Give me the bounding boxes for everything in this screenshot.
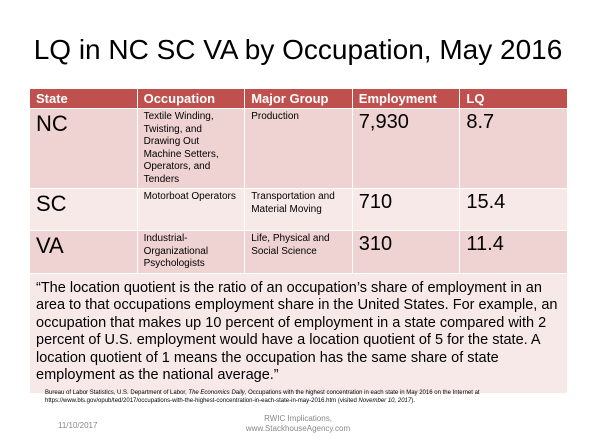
- cell: 8.7: [459, 108, 568, 189]
- slide-title: LQ in NC SC VA by Occupation, May 2016: [33, 34, 563, 65]
- header-row: State Occupation Major Group Employment …: [29, 88, 568, 109]
- cell: Production: [244, 108, 353, 189]
- footer-date: 11/10/2017: [58, 421, 98, 430]
- cell: VA: [29, 230, 138, 274]
- source-text: The Economics Daily: [188, 390, 245, 396]
- header-cell: State: [29, 88, 138, 109]
- source-note: Bureau of Labor Statistics, U.S. Departm…: [45, 389, 555, 405]
- cell: Industrial-Organizational Psychologists: [136, 230, 246, 274]
- header-cell: LQ: [459, 88, 568, 109]
- cell: SC: [29, 188, 138, 231]
- cell: 15.4: [459, 188, 568, 231]
- cell: Motorboat Operators: [136, 188, 246, 231]
- row: “The location quotient is the ratio of a…: [29, 272, 568, 394]
- footer-center: RWIC Implications, www.StackhouseAgency.c…: [200, 414, 396, 434]
- row: VA Industrial-Organizational Psychologis…: [29, 230, 568, 274]
- source-text: Bureau of Labor Statistics, U.S. Departm…: [45, 390, 189, 396]
- source-text: November 10, 2017: [358, 398, 412, 404]
- row: SC Motorboat Operators Transportation an…: [29, 188, 568, 231]
- cell: Life, Physical and Social Science: [244, 230, 353, 274]
- cell: 7,930: [351, 108, 461, 189]
- footer-line: www.StackhouseAgency.com: [245, 424, 351, 433]
- header-cell: Occupation: [136, 88, 246, 109]
- cell: NC: [29, 108, 138, 189]
- footer-line: RWIC Implications,: [264, 414, 332, 423]
- row: NC Textile Winding, Twisting, and Drawin…: [29, 108, 568, 189]
- cell: Transportation and Material Moving: [244, 188, 353, 231]
- header-cell: Major Group: [244, 88, 353, 109]
- quote-cell: “The location quotient is the ratio of a…: [29, 272, 568, 394]
- cell: 710: [351, 188, 461, 231]
- cell: 310: [351, 230, 461, 274]
- cell: 11.4: [459, 230, 568, 274]
- source-text: ).: [411, 398, 415, 404]
- source-text: , Occupations with the highest concentra…: [45, 390, 480, 404]
- table: State Occupation Major Group Employment …: [29, 88, 568, 394]
- header-cell: Employment: [351, 88, 461, 109]
- cell: Textile Winding, Twisting, and Drawing O…: [136, 108, 246, 189]
